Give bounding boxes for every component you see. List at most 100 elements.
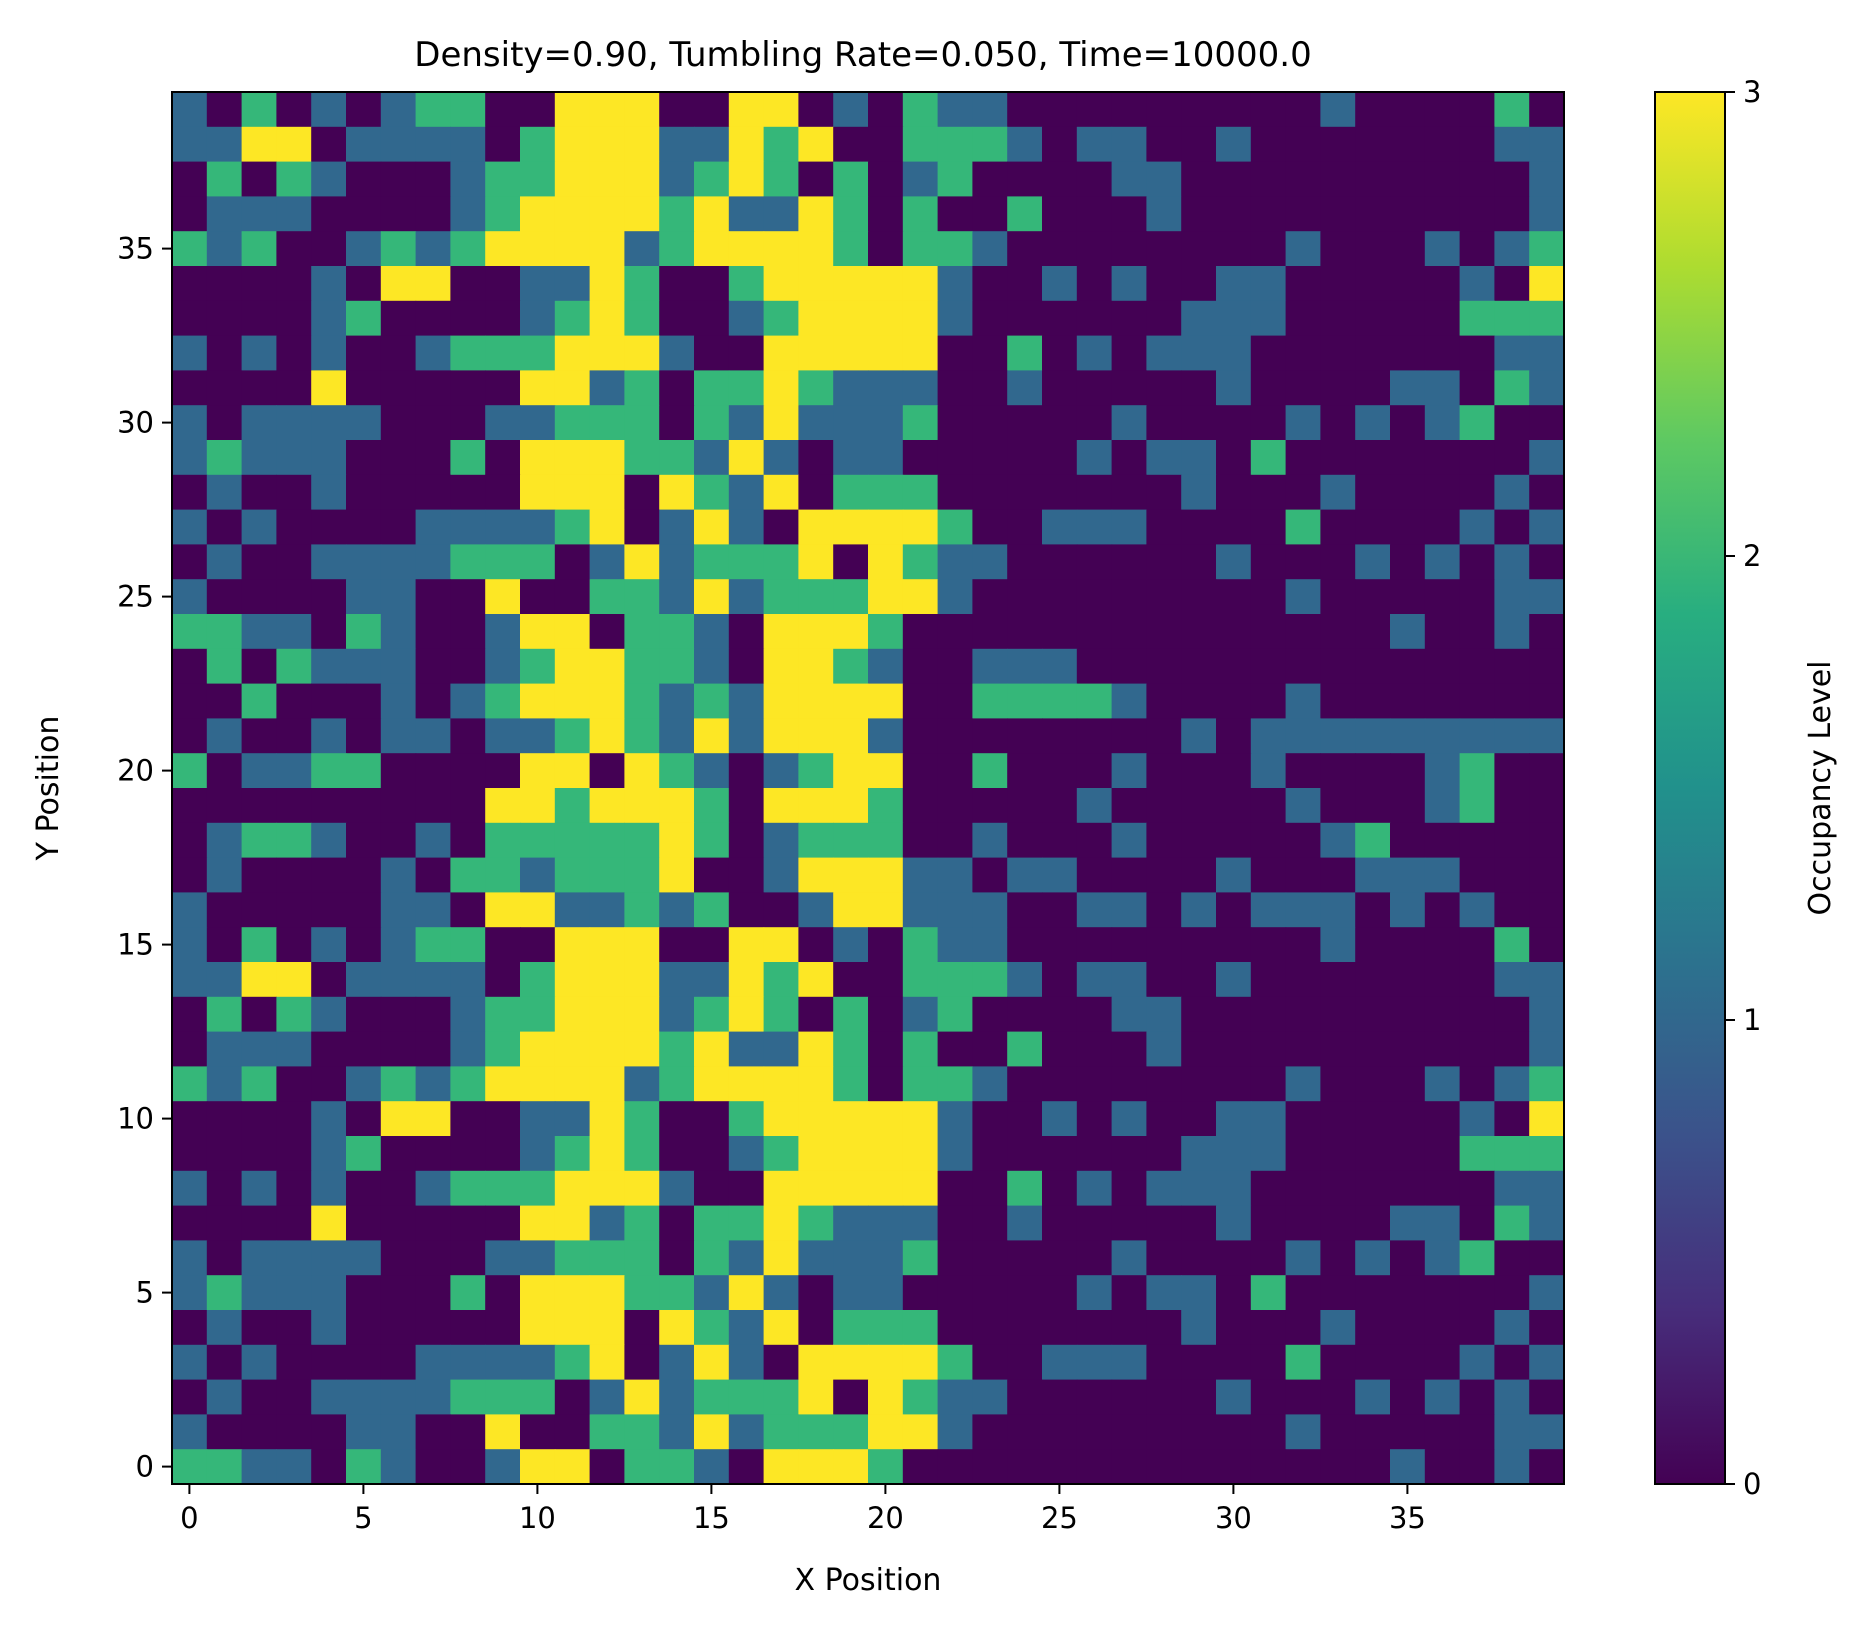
heatmap-cell bbox=[380, 892, 417, 928]
heatmap-cell bbox=[1007, 1310, 1043, 1346]
heatmap-cell bbox=[833, 1379, 869, 1415]
heatmap-cell bbox=[763, 266, 799, 302]
heatmap-cell bbox=[380, 1205, 417, 1241]
heatmap-cell bbox=[485, 509, 521, 545]
heatmap-cell bbox=[728, 544, 765, 580]
heatmap-cell bbox=[311, 1101, 347, 1137]
heatmap-cell bbox=[798, 231, 834, 267]
heatmap-cell bbox=[1529, 648, 1565, 685]
heatmap-cell bbox=[1355, 266, 1391, 302]
heatmap-cell bbox=[450, 614, 486, 650]
heatmap-cell bbox=[1285, 231, 1321, 267]
heatmap-cell bbox=[172, 1031, 208, 1067]
heatmap-cell bbox=[1076, 1170, 1113, 1207]
heatmap-cell bbox=[172, 405, 208, 441]
heatmap-cell bbox=[972, 335, 1008, 371]
heatmap-cell bbox=[450, 1449, 486, 1485]
heatmap-cell bbox=[1076, 1275, 1113, 1311]
heatmap-cell bbox=[659, 1136, 695, 1172]
heatmap-cell bbox=[415, 788, 451, 824]
heatmap-cell bbox=[1111, 1136, 1147, 1172]
heatmap-cell bbox=[1250, 614, 1287, 650]
heatmap-cell bbox=[1285, 1136, 1321, 1172]
heatmap-cell bbox=[1494, 509, 1530, 545]
heatmap-cell bbox=[1216, 1449, 1252, 1485]
heatmap-cell bbox=[1250, 474, 1287, 511]
heatmap-cell bbox=[346, 1275, 382, 1311]
heatmap-cell bbox=[763, 161, 799, 197]
heatmap-cell bbox=[172, 92, 208, 128]
heatmap-cell bbox=[1250, 509, 1287, 545]
heatmap-cell bbox=[1250, 1101, 1287, 1137]
heatmap-cell bbox=[798, 1344, 834, 1381]
heatmap-cell bbox=[728, 718, 765, 754]
heatmap-cell bbox=[728, 753, 765, 789]
heatmap-cell bbox=[450, 1414, 486, 1450]
heatmap-cell bbox=[346, 1310, 382, 1346]
heatmap-cell bbox=[1459, 405, 1495, 441]
heatmap-cell bbox=[172, 266, 208, 302]
heatmap-cell bbox=[868, 857, 904, 893]
heatmap-cell bbox=[798, 300, 834, 337]
heatmap-cell bbox=[1494, 440, 1530, 476]
heatmap-cell bbox=[659, 126, 695, 163]
heatmap-cell bbox=[1355, 1379, 1391, 1415]
heatmap-cell bbox=[1320, 1205, 1356, 1241]
heatmap-cell bbox=[346, 892, 382, 928]
heatmap-cell bbox=[485, 1344, 521, 1381]
heatmap-cell bbox=[694, 718, 730, 754]
heatmap-cell bbox=[1007, 1066, 1043, 1102]
heatmap-cell bbox=[172, 300, 208, 337]
heatmap-cell bbox=[1285, 196, 1321, 232]
heatmap-cell bbox=[1390, 614, 1426, 650]
heatmap-cell bbox=[450, 1344, 486, 1381]
heatmap-cell bbox=[798, 683, 834, 719]
heatmap-cell bbox=[1424, 544, 1461, 580]
heatmap-cell bbox=[1320, 683, 1356, 719]
heatmap-cell bbox=[554, 892, 591, 928]
heatmap-cell bbox=[1007, 1275, 1043, 1311]
heatmap-cell bbox=[450, 300, 486, 337]
heatmap-cell bbox=[868, 683, 904, 719]
x-axis-label: X Position bbox=[795, 1563, 942, 1598]
heatmap-cell bbox=[311, 1449, 347, 1485]
heatmap-cell bbox=[972, 231, 1008, 267]
heatmap-cell bbox=[276, 1275, 312, 1311]
heatmap-cell bbox=[346, 300, 382, 337]
heatmap-cell bbox=[241, 1310, 277, 1346]
heatmap-cell bbox=[206, 822, 243, 859]
heatmap-cell bbox=[415, 1344, 451, 1381]
heatmap-cell bbox=[520, 648, 556, 685]
heatmap-cell bbox=[1459, 544, 1495, 580]
heatmap-cell bbox=[1285, 1344, 1321, 1381]
heatmap-cell bbox=[1111, 962, 1147, 998]
heatmap-cell bbox=[589, 822, 625, 859]
heatmap-cell bbox=[1355, 648, 1391, 685]
heatmap-cell bbox=[589, 1240, 625, 1276]
heatmap-cell bbox=[1250, 161, 1287, 197]
colorbar-tick-label: 1 bbox=[1743, 1003, 1761, 1037]
heatmap-cell bbox=[659, 1275, 695, 1311]
heatmap-cell bbox=[1355, 1310, 1391, 1346]
heatmap-cell bbox=[415, 405, 451, 441]
heatmap-cell bbox=[1007, 126, 1043, 163]
heatmap-cell bbox=[1250, 962, 1287, 998]
heatmap-cell bbox=[554, 996, 591, 1033]
heatmap-cell bbox=[624, 440, 660, 476]
heatmap-cell bbox=[972, 753, 1008, 789]
heatmap-cell bbox=[1146, 474, 1182, 511]
heatmap-cell bbox=[1390, 544, 1426, 580]
heatmap-cell bbox=[520, 962, 556, 998]
heatmap-cell bbox=[1459, 196, 1495, 232]
heatmap-cell bbox=[624, 92, 660, 128]
heatmap-cell bbox=[485, 1101, 521, 1137]
heatmap-cell bbox=[1181, 1449, 1217, 1485]
heatmap-cell bbox=[276, 892, 312, 928]
heatmap-cell bbox=[589, 753, 625, 789]
heatmap-cell bbox=[624, 579, 660, 615]
heatmap-cell bbox=[206, 1275, 243, 1311]
heatmap-cell bbox=[937, 892, 973, 928]
heatmap-cell bbox=[380, 1275, 417, 1311]
heatmap-cell bbox=[694, 405, 730, 441]
heatmap-cell bbox=[833, 648, 869, 685]
